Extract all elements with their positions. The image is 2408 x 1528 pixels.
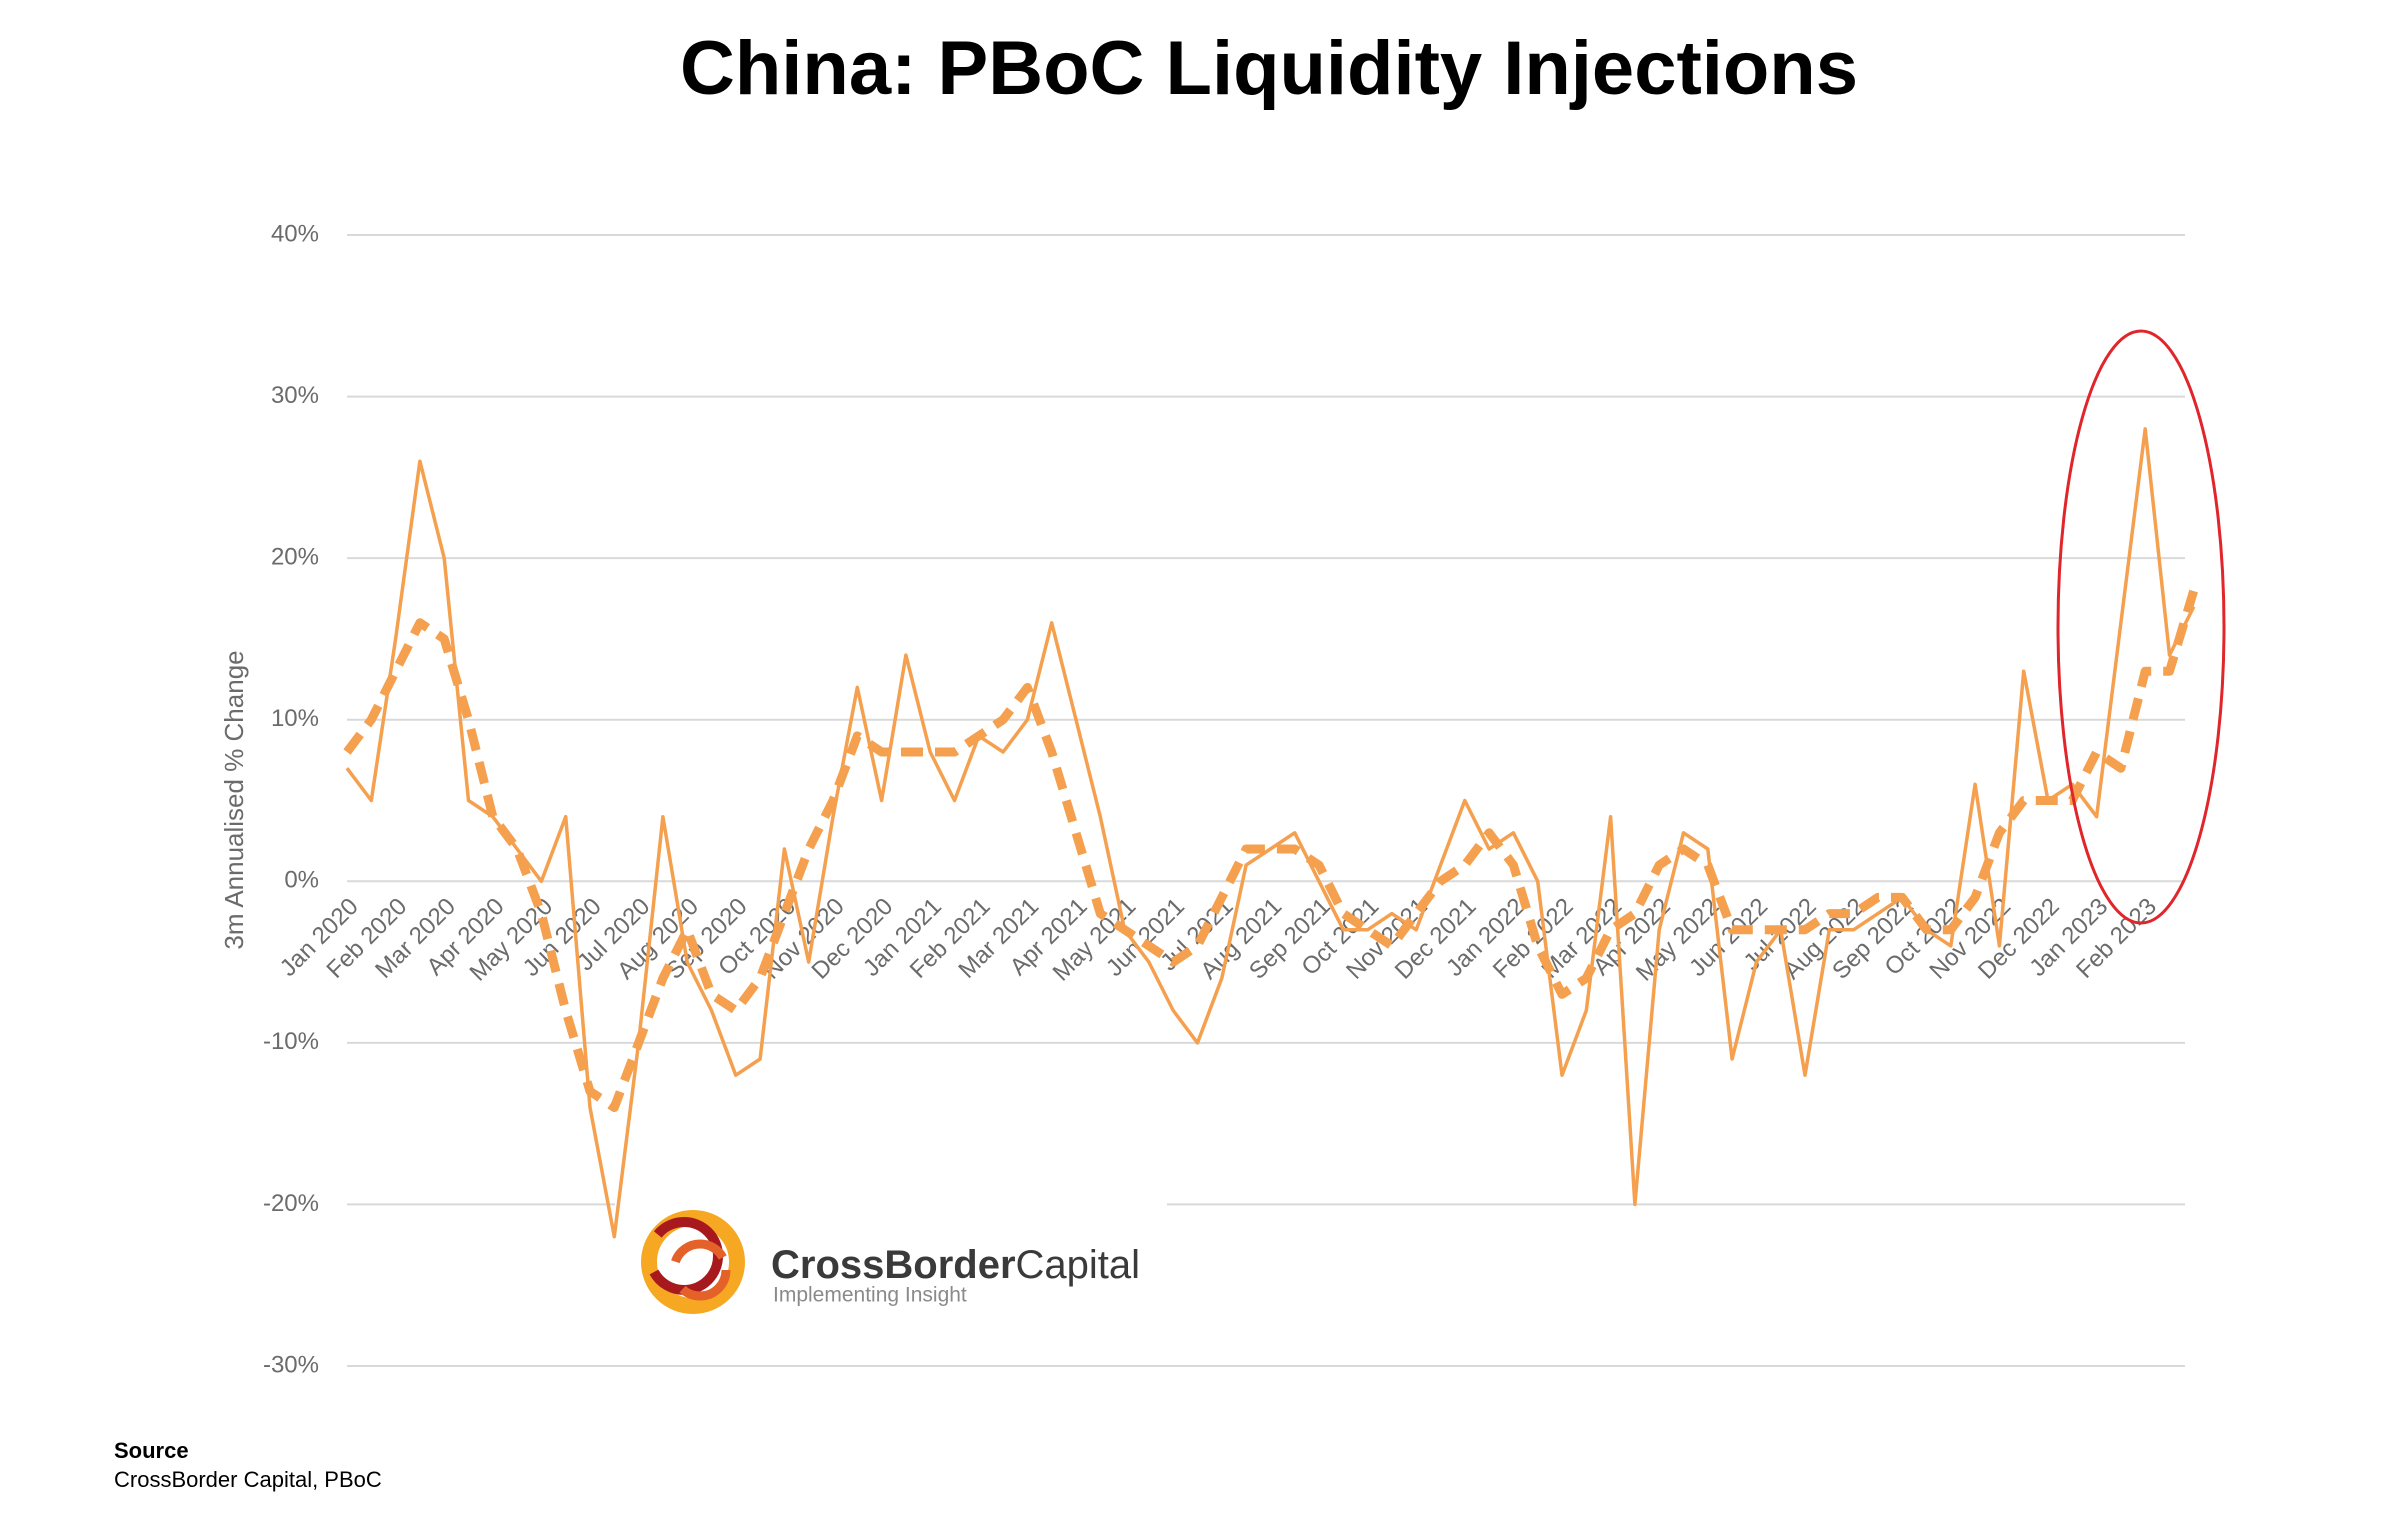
logo-ring <box>669 1239 731 1301</box>
chart-title: China: PBoC Liquidity Injections <box>680 26 1858 111</box>
y-tick-label: -20% <box>263 1190 319 1217</box>
highlight-ellipse <box>2056 329 2226 925</box>
y-tick-label: -10% <box>263 1028 319 1055</box>
logo-name-light: Capital <box>1016 1243 1141 1287</box>
source-heading: Source <box>114 1438 189 1463</box>
y-tick-label: 10% <box>271 705 319 732</box>
trend-line <box>343 589 2199 1112</box>
y-tick-label: 40% <box>271 220 319 247</box>
y-tick-label: 20% <box>271 543 319 570</box>
y-tick-label: 0% <box>284 867 319 894</box>
source-text: CrossBorder Capital, PBoC <box>114 1467 382 1492</box>
data-line <box>345 427 2196 1239</box>
logo-name: CrossBorderCapital <box>771 1243 1140 1287</box>
y-axis-label: 3m Annualised % Change <box>219 650 249 949</box>
logo-name-bold: CrossBorder <box>771 1243 1016 1287</box>
y-tick-label: 30% <box>271 382 319 409</box>
logo-tagline: Implementing Insight <box>773 1284 967 1307</box>
plot-area <box>343 427 2199 1239</box>
y-tick-label: -30% <box>263 1351 319 1378</box>
logo-background <box>615 1180 1167 1340</box>
logo: CrossBorderCapital Implementing Insight <box>641 1210 1140 1314</box>
